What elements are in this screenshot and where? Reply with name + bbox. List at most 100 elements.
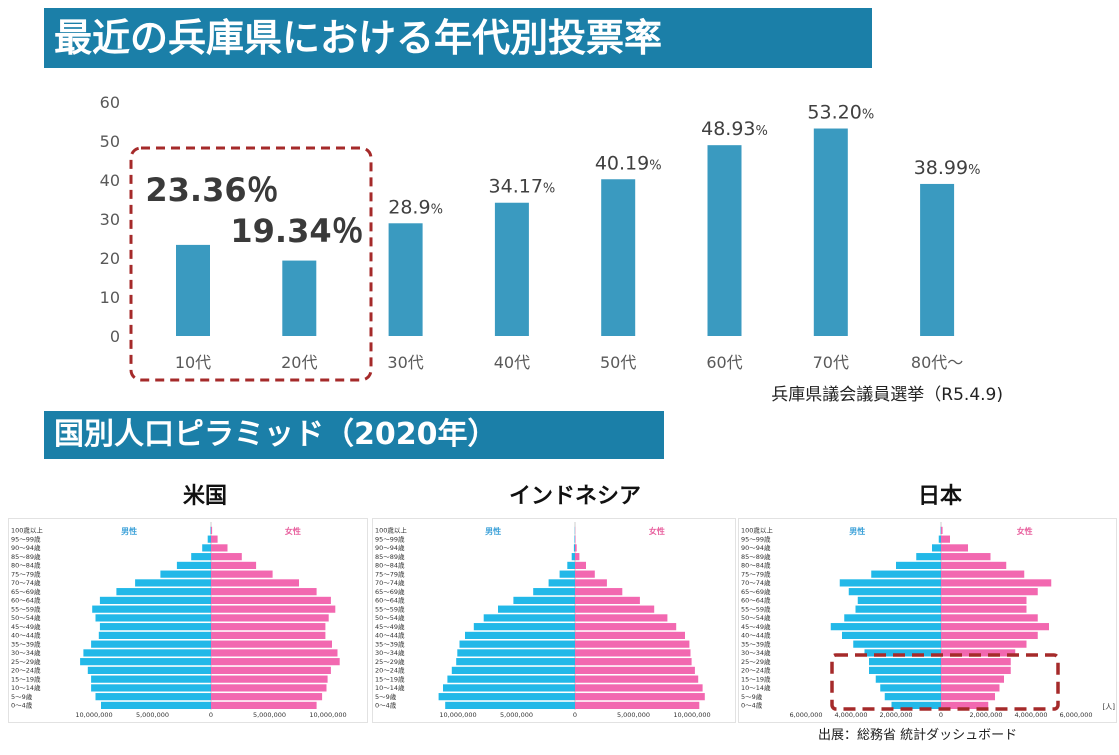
age-label: 85～89歳 [741, 552, 771, 561]
age-label: 55～59歳 [11, 604, 41, 613]
female-bar [575, 579, 607, 587]
x-tick-label: 10,000,000 [75, 711, 112, 719]
bar-7 [920, 183, 955, 336]
age-label: 85～89歳 [375, 552, 405, 561]
female-bar [211, 535, 218, 543]
male-bar [574, 535, 575, 543]
y-tick-label: 50 [100, 132, 120, 151]
age-label: 40～44歳 [375, 631, 405, 640]
female-bar [211, 701, 317, 709]
male-bar [842, 631, 941, 639]
male-bar [99, 623, 211, 631]
x-tick-label: 4,000,000 [834, 711, 867, 719]
x-tick-label: 5,000,000 [136, 711, 169, 719]
female-bar [941, 614, 1038, 622]
female-bar [575, 570, 595, 578]
age-label: 100歳以上 [375, 526, 407, 535]
value-label-6: 53.20% [807, 102, 874, 124]
age-label: 5～9歳 [11, 692, 33, 701]
age-label: 70～74歳 [11, 578, 41, 587]
value-label-0: 23.36％ [145, 171, 278, 209]
x-tick-label: 10,000,000 [673, 711, 710, 719]
male-bar [875, 675, 941, 683]
male-bar [896, 561, 941, 569]
usa-population-pyramid: 0～4歳5～9歳10～14歳15～19歳20～24歳25～29歳30～34歳35… [8, 518, 368, 723]
female-bar [211, 579, 299, 587]
female-bar [211, 561, 257, 569]
age-label: 30～34歳 [375, 648, 405, 657]
y-tick-label: 0 [110, 327, 120, 346]
female-bar [575, 649, 691, 657]
male-bar [135, 579, 211, 587]
male-bar [445, 701, 575, 709]
female-bar [575, 693, 705, 701]
male-bar [447, 675, 575, 683]
female-bar [941, 596, 1027, 604]
age-label: 95～99歳 [375, 534, 405, 543]
female-bar [941, 526, 943, 534]
female-bar [941, 544, 968, 552]
female-bar [941, 640, 1027, 648]
male-bar [880, 684, 941, 692]
male-bar [459, 640, 575, 648]
female-bar [575, 561, 586, 569]
male-bar [83, 649, 211, 657]
female-bar [211, 526, 213, 534]
age-label: 25～29歳 [741, 657, 771, 666]
female-bar [211, 693, 323, 701]
age-label: 75～79歳 [11, 569, 41, 578]
age-label: 30～34歳 [741, 648, 771, 657]
male-bar [571, 553, 575, 561]
male-bar [573, 544, 575, 552]
male-bar [210, 526, 211, 534]
male-bar [465, 631, 575, 639]
male-bar [830, 623, 941, 631]
female-bar [211, 631, 326, 639]
male-bar [91, 675, 211, 683]
age-label: 20～24歳 [375, 666, 405, 675]
indonesia-pyramid-title: インドネシア [508, 484, 641, 509]
female-legend: 女性 [649, 526, 665, 536]
x-tick-label: 40代 [494, 353, 530, 372]
male-bar [191, 553, 211, 561]
age-label: 90～94歳 [741, 543, 771, 552]
male-bar [855, 605, 941, 613]
male-bar [207, 535, 211, 543]
female-bar [211, 666, 331, 674]
age-label: 25～29歳 [11, 657, 41, 666]
x-tick-label: 2,000,000 [969, 711, 1002, 719]
age-label: 40～44歳 [11, 631, 41, 640]
male-bar [567, 561, 575, 569]
male-bar [884, 693, 941, 701]
female-bar [211, 596, 331, 604]
age-label: 0～4歳 [741, 701, 763, 710]
x-tick-label: 80代～ [911, 353, 963, 372]
age-label: 10～14歳 [741, 683, 771, 692]
age-label: 50～54歳 [741, 613, 771, 622]
female-bar [941, 693, 995, 701]
female-bar [941, 570, 1025, 578]
female-bar [575, 623, 677, 631]
x-tick-label: 10,000,000 [439, 711, 476, 719]
male-bar [80, 658, 211, 666]
female-bar [575, 614, 668, 622]
usa-pyramid-title: 米国 [182, 484, 227, 509]
age-label: 85～89歳 [11, 552, 41, 561]
female-legend: 女性 [285, 526, 301, 536]
age-label: 100歳以上 [741, 526, 773, 535]
age-label: 25～29歳 [375, 657, 405, 666]
x-tick-label: 50代 [600, 353, 636, 372]
female-bar [211, 588, 317, 596]
value-label-7: 38.99% [914, 157, 981, 179]
x-tick-label: 4,000,000 [1014, 711, 1047, 719]
male-bar [176, 561, 211, 569]
age-label: 80～84歳 [741, 561, 771, 570]
value-label-1: 19.34％ [230, 212, 363, 250]
age-label: 80～84歳 [375, 561, 405, 570]
female-bar [211, 544, 228, 552]
age-label: 20～24歳 [11, 666, 41, 675]
male-bar [559, 570, 575, 578]
population-pyramid-banner: 国別人口ピラミッド（2020年） [44, 411, 664, 459]
male-bar [91, 640, 211, 648]
age-label: 75～79歳 [375, 569, 405, 578]
